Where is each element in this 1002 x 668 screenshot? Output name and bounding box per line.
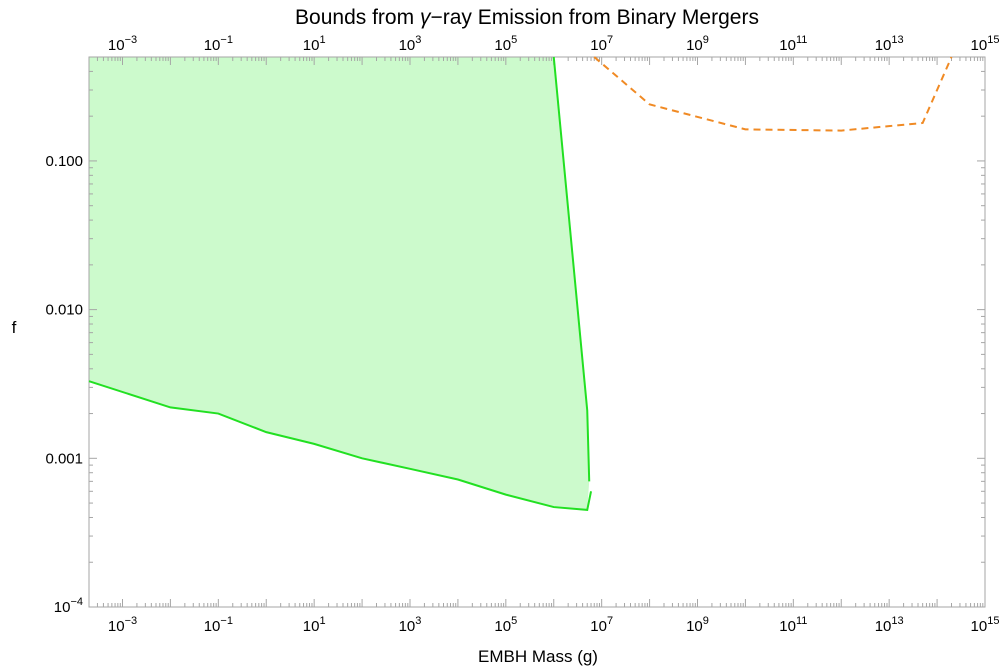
excluded-region-fill [89,57,590,510]
x-tick-label-top: 105 [494,34,517,54]
frame-layer [88,56,986,608]
x-tick-label-top: 101 [303,34,326,54]
x-tick-label-bottom: 10−1 [204,615,233,635]
x-axis-label: EMBH Mass (g) [478,647,598,666]
series-line-dashed-1 [593,56,953,132]
x-tick-label-bottom: 1011 [779,615,807,635]
chart-title-symbol: γ [420,6,432,29]
x-tick-label-top: 10−3 [108,34,137,54]
series-line-lower-0 [88,380,593,511]
chart-title-prefix: Bounds from [295,6,420,29]
chart-title-suffix: −ray Emission from Binary Mergers [430,6,759,29]
x-tick-label-top: 109 [686,34,709,54]
x-tick-label-bottom: 1015 [971,615,1000,635]
x-tick-label-top: 1015 [971,34,1000,54]
chart-title: Bounds from γ−ray Emission from Binary M… [295,6,759,29]
x-tick-label-bottom: 107 [590,615,613,635]
x-tick-label-bottom: 109 [686,615,709,635]
x-tick-label-bottom: 10−3 [108,615,137,635]
plot-frame [88,56,986,608]
x-tick-label-bottom: 101 [303,615,326,635]
y-axis-label: f [12,318,17,337]
excluded-region-layer [89,57,590,510]
x-tick-label-bottom: 105 [494,615,517,635]
x-tick-label-top: 1011 [779,34,807,54]
y-tick-label: 10−4 [54,596,83,616]
y-tick-label: 0.100 [45,153,83,170]
tick-layer: 10−3 10−3 10−1 10−1 101 101 103 103 105 105 107 107… [45,34,999,635]
x-tick-label-bottom: 103 [399,615,422,635]
y-tick-label: 0.010 [45,302,83,319]
x-tick-label-top: 107 [590,34,613,54]
series-line-upper-0 [552,56,591,482]
x-tick-label-top: 103 [399,34,422,54]
x-tick-label-top: 10−1 [204,34,233,54]
x-tick-label-bottom: 1013 [875,615,904,635]
y-tick-label: 0.001 [45,450,83,467]
series-layer [88,56,953,511]
x-tick-label-top: 1013 [875,34,904,54]
